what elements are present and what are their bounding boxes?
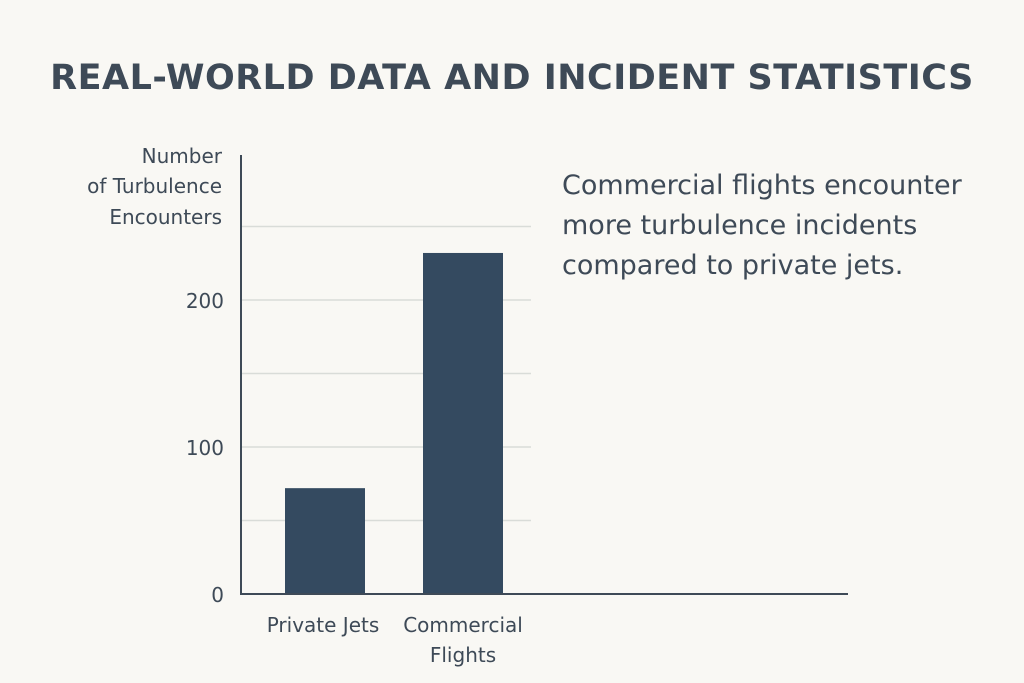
y-tick-label: 200 [186,289,224,313]
y-tick-labels: 0 100 200 [186,289,224,607]
bars [285,252,503,594]
y-axis-label-line: Encounters [109,205,222,229]
chart-annotation: Commercial flights encounter more turbul… [562,170,962,281]
y-axis-label-line: of Turbulence [87,174,222,198]
chart-title: REAL-WORLD DATA AND INCIDENT STATISTICS [50,58,974,98]
y-axis-label: Number of Turbulence Encounters [87,144,223,229]
category-label: Flights [430,643,496,667]
y-axis-label-line: Number [142,144,223,168]
category-label: Commercial [403,613,523,637]
category-label: Private Jets [267,613,380,637]
category-labels: Private Jets Commercial Flights [267,613,523,667]
bar [423,252,503,594]
bar [285,488,365,594]
y-tick-label: 0 [211,583,224,607]
y-tick-label: 100 [186,436,224,460]
